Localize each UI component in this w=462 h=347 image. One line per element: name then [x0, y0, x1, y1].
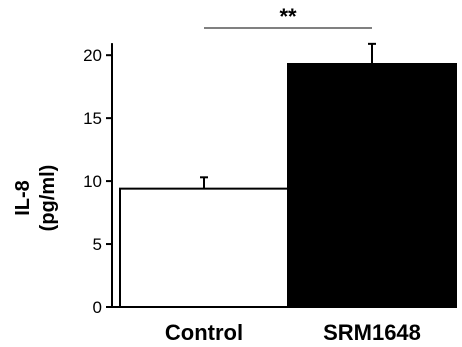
y-tick-label: 5: [93, 235, 102, 254]
y-tick-label: 20: [83, 46, 102, 65]
y-tick-label: 15: [83, 109, 102, 128]
x-tick-label: SRM1648: [323, 320, 421, 345]
y-axis-label-line2: (pg/ml): [37, 165, 59, 232]
y-tick-label: 10: [83, 172, 102, 191]
x-tick-label: Control: [165, 320, 243, 345]
y-tick-label: 0: [93, 298, 102, 317]
y-axis-label: IL-8 (pg/ml): [12, 165, 59, 232]
bar: [119, 187, 289, 309]
significance-marker: **: [279, 4, 297, 29]
y-axis-label-line1: IL-8: [12, 180, 34, 216]
bar: [287, 62, 457, 308]
plot-area: 0 5 10 15 20 Control SRM1648: [83, 27, 457, 345]
